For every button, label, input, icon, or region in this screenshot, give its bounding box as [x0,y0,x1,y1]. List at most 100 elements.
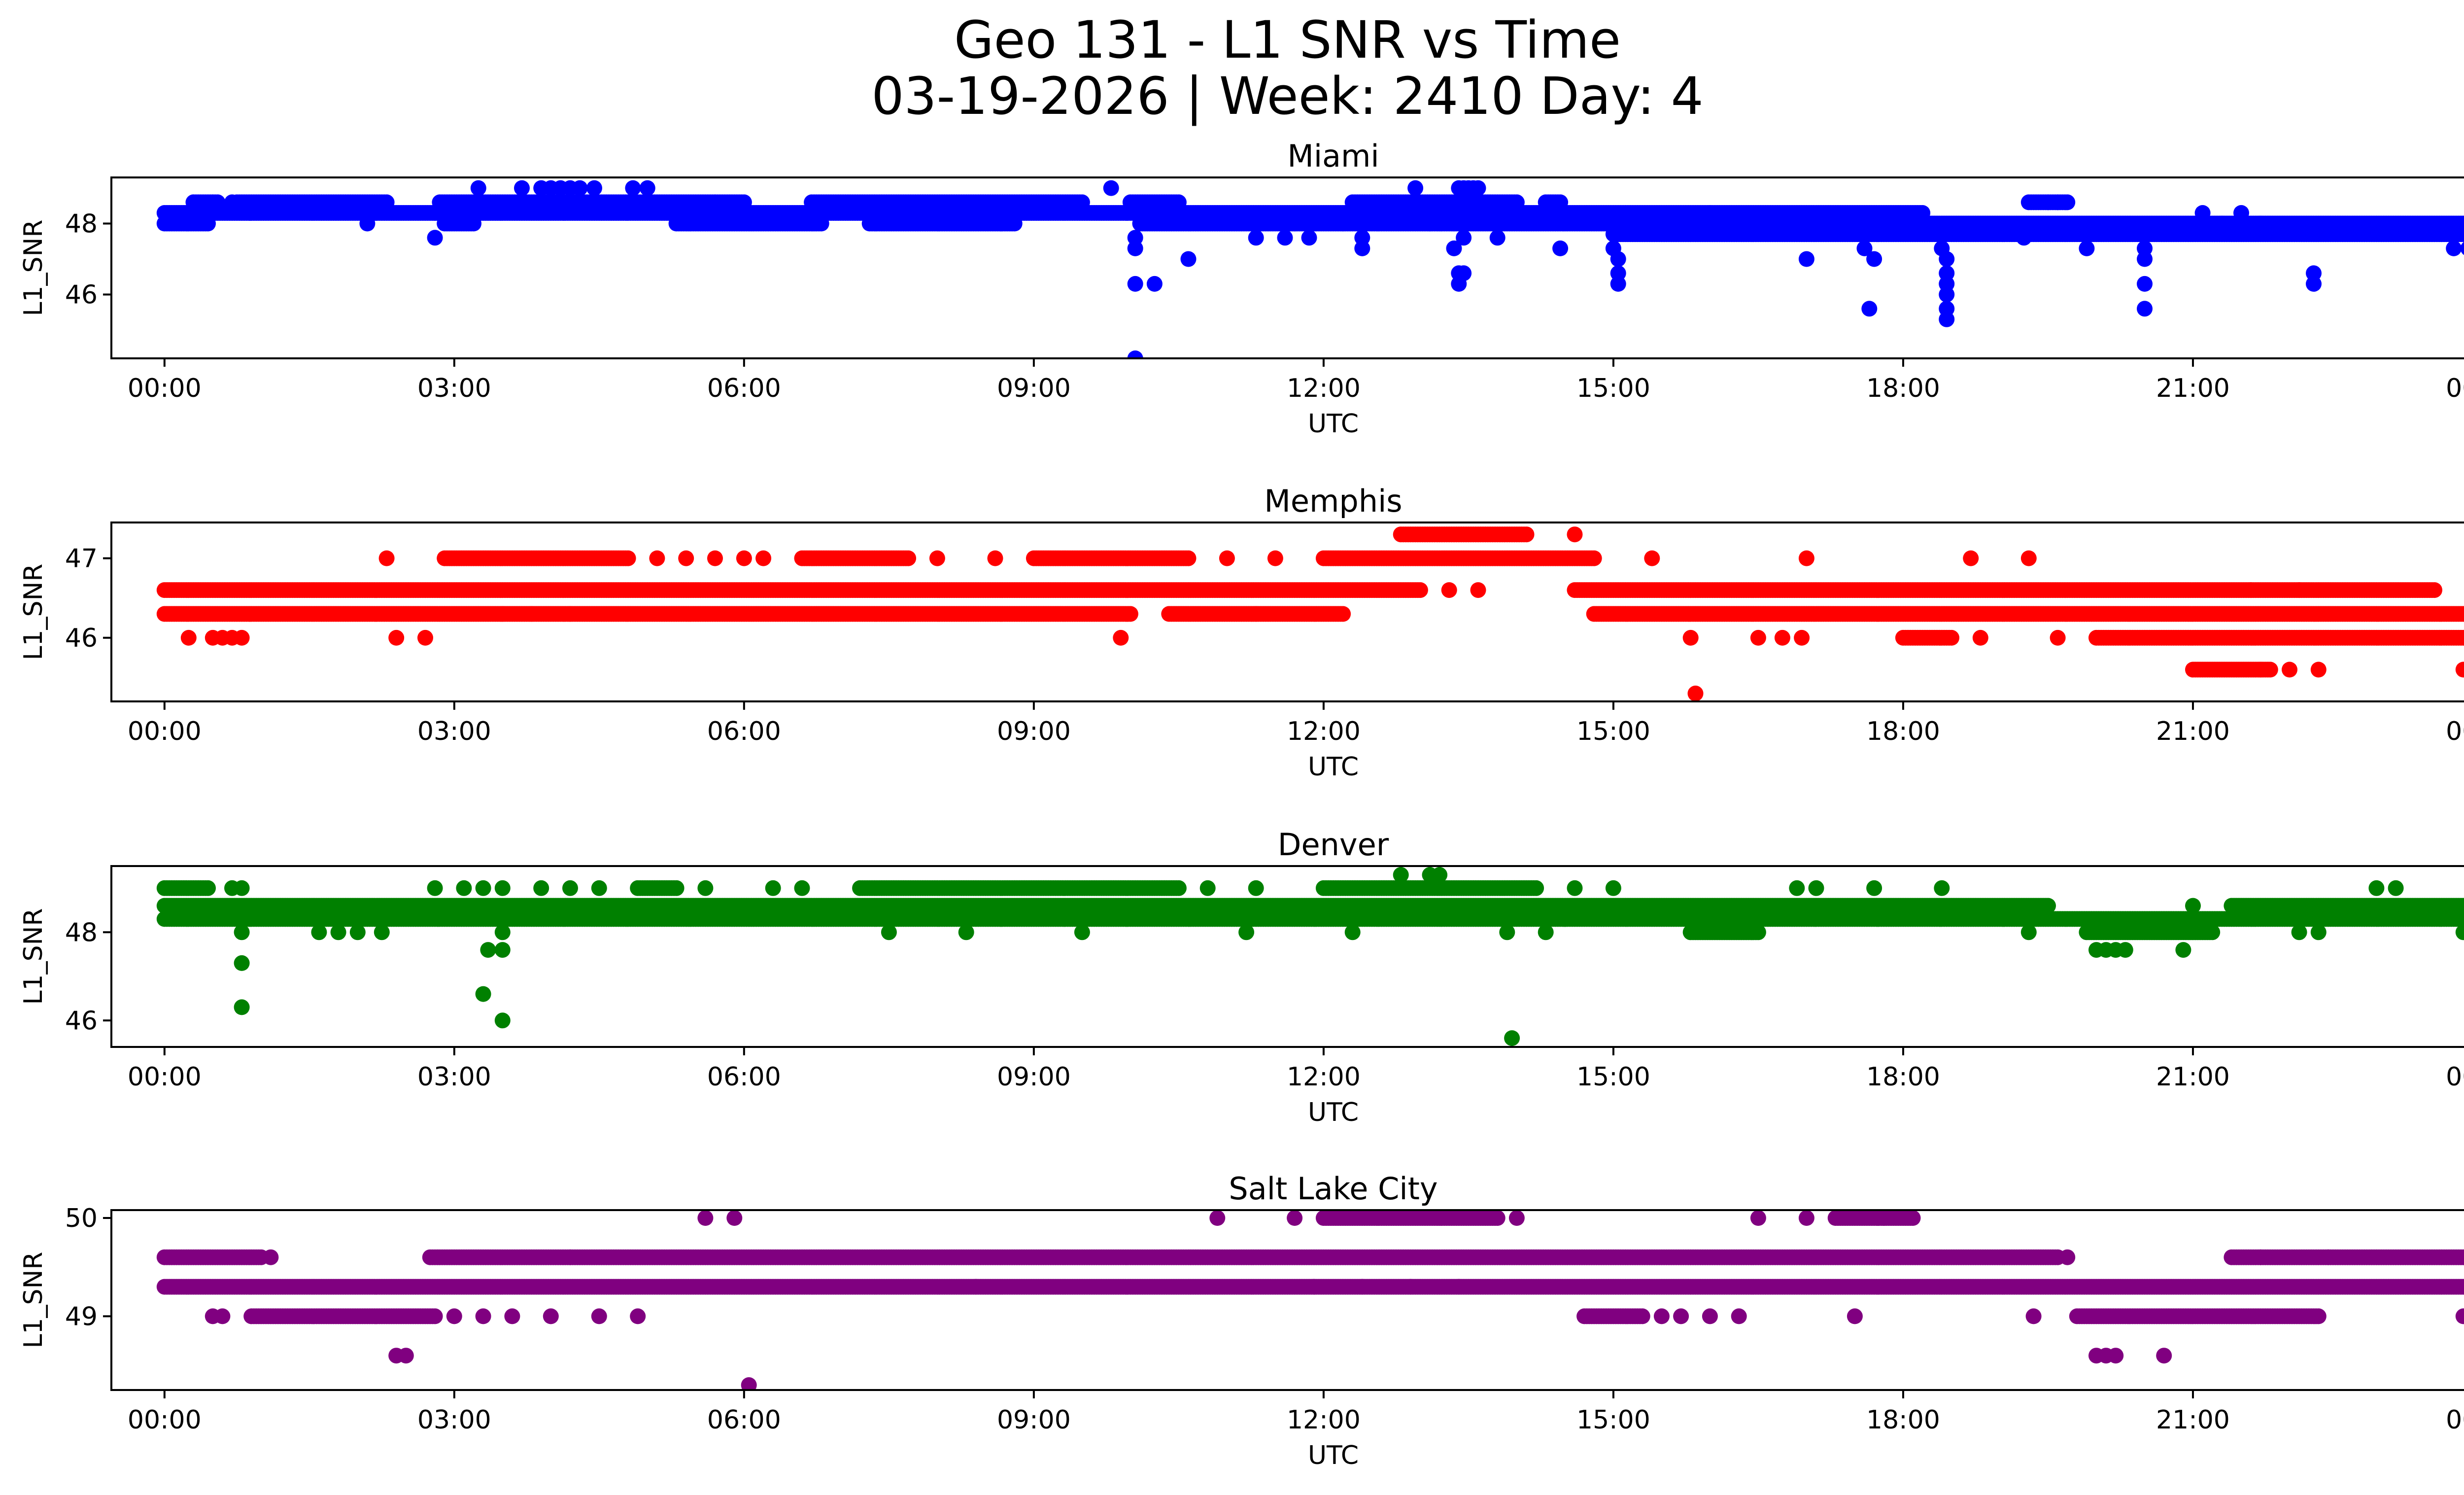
data-point [2253,215,2269,232]
data-point [2050,194,2066,210]
data-point [1750,215,1766,232]
data-point [2310,661,2327,678]
data-point [417,629,433,646]
data-point [620,550,636,566]
x-tick-label: 15:00 [1576,374,1650,403]
data-point [1939,286,1955,303]
data-point [1610,251,1626,267]
data-point [1441,582,1457,598]
data-point [2243,582,2259,598]
data-point [1354,240,1370,256]
data-point [987,550,1003,566]
data-point [1335,606,1351,622]
data-point [2460,631,2464,645]
data-point [1702,205,1718,221]
data-point [1267,550,1283,566]
data-point [2020,550,2037,566]
data-point [1972,629,1988,646]
data-band [861,215,1023,232]
data-point [1552,194,1569,210]
data-point [929,550,945,566]
data-point [2455,661,2464,678]
data-point [2463,633,2464,642]
data-point [1170,194,1187,210]
data-point [1122,606,1138,622]
x-axis-label: UTC [1308,752,1359,782]
data-point [1939,311,1955,327]
x-tick-label: 06:00 [707,374,781,403]
data-point [470,180,486,196]
data-point [234,629,250,646]
data-point [1277,230,1293,246]
x-tick-label: 18:00 [1866,717,1940,746]
data-point [1422,215,1438,232]
data-point [1794,629,1810,646]
data-point [2427,582,2442,598]
data-point [562,606,578,622]
figure-title: Geo 131 - L1 SNR vs Time [954,10,1621,70]
data-point [1798,251,1814,267]
x-tick-label: 18:00 [1866,374,1940,403]
data-point [1180,251,1197,267]
data-point [1248,606,1264,622]
data-point [1750,629,1766,646]
data-point [2079,240,2095,256]
y-tick-label: 48 [65,209,98,239]
data-point [359,215,376,232]
data-point [813,215,829,232]
data-point [2050,629,2066,646]
data-band [794,550,917,566]
x-tick-label: 00:00 [128,374,202,403]
data-point [707,550,723,566]
data-point [1446,240,1462,256]
data-band [1538,194,1569,210]
data-point [1287,215,1303,232]
data-band [707,194,752,210]
data-points [156,180,2464,358]
data-point [1006,215,1023,232]
data-point [1456,230,1472,246]
data-point [466,215,481,232]
subplot-title: Miami [1287,138,1379,174]
data-point [572,180,588,196]
data-band [1605,226,2464,243]
data-band [1895,629,1959,646]
data-point [1774,629,1790,646]
x-tick-label: 03:00 [417,717,491,746]
data-point [1103,180,1119,196]
x-tick-label: 09:00 [997,717,1071,746]
data-point [1866,251,1882,267]
data-band [1315,550,1602,566]
data-point [2137,251,2153,267]
data-point [427,230,443,246]
data-point [2016,230,2032,246]
data-point [1146,276,1163,292]
data-point [378,550,395,566]
data-point [523,606,540,622]
data-band [432,194,723,210]
subplot-title: Memphis [1264,483,1402,519]
data-point [494,606,511,622]
data-band [1393,526,1535,543]
data-point [736,194,752,210]
data-point [1610,276,1626,292]
y-tick-label: 46 [65,280,98,310]
data-point [2214,215,2230,232]
data-band [156,582,1428,598]
data-point [1113,629,1129,646]
x-axis-label: UTC [1308,409,1359,439]
data-point [2463,230,2464,239]
data-point [1470,582,1486,598]
data-point [2253,661,2269,678]
data-band [1344,194,1525,210]
data-point [2460,242,2464,255]
data-point [1127,240,1143,256]
data-point [1335,215,1351,232]
x-tick-label: 00:00 [128,717,202,746]
data-point [1856,240,1873,256]
data-point [514,180,530,196]
data-point [1456,265,1472,281]
